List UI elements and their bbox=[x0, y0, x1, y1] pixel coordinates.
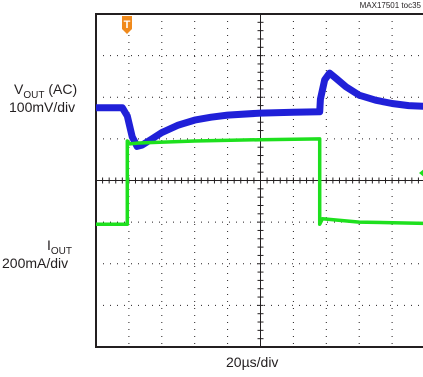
figure-id: MAX17501 toc35 bbox=[359, 1, 421, 10]
iout-channel-name: IOUT bbox=[47, 236, 72, 257]
trigger-marker: T bbox=[124, 19, 131, 31]
timebase-label: 20µs/div bbox=[226, 354, 279, 370]
iout-trace bbox=[96, 137, 423, 226]
vout-trace bbox=[96, 69, 423, 150]
vout-name-main: V bbox=[14, 81, 24, 97]
vout-scale: 100mV/div bbox=[9, 99, 76, 115]
vout-name-suffix: (AC) bbox=[44, 81, 78, 97]
iout-ground-marker bbox=[419, 169, 423, 177]
vout-channel-name: VOUT (AC) bbox=[14, 80, 77, 101]
iout-name-main: I bbox=[47, 237, 51, 253]
trigger-marker-shape bbox=[122, 16, 132, 34]
vout-name-sub: OUT bbox=[23, 90, 45, 101]
iout-name-sub: OUT bbox=[50, 246, 72, 257]
iout-scale: 200mA/div bbox=[2, 255, 69, 271]
grid bbox=[96, 14, 423, 347]
traces bbox=[96, 69, 423, 226]
